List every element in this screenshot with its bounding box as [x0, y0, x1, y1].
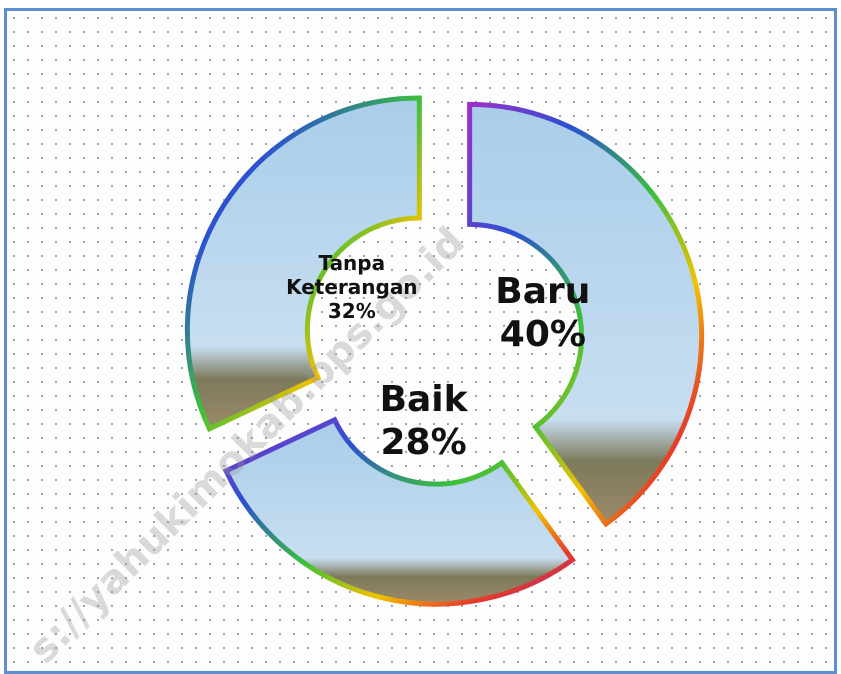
segment-label: Baik 28%: [334, 377, 514, 463]
value-label: 40%: [499, 313, 586, 355]
category-label: Baik: [379, 378, 468, 420]
donut-segment: [184, 95, 422, 433]
category-label: Baru: [495, 270, 591, 312]
segment-label: Tanpa Keterangan 32%: [262, 251, 442, 323]
value-label: 28%: [380, 421, 467, 463]
donut-segment: [222, 416, 576, 607]
category-label: Tanpa Keterangan: [286, 251, 418, 300]
segment-label: Baru 40%: [453, 269, 633, 355]
donut-segment: [467, 101, 705, 528]
value-label: 32%: [327, 299, 376, 324]
